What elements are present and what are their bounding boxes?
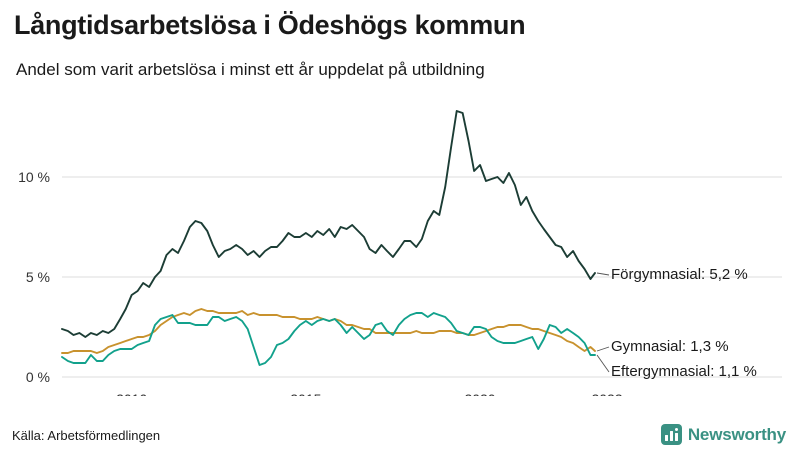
y-axis-tick-label: 0 %: [26, 369, 50, 385]
gridlines-group: [62, 176, 782, 378]
label-leader-line: [596, 346, 610, 352]
newsworthy-logo: Newsworthy: [660, 424, 786, 445]
series-end-label-eftergymnasial: Eftergymnasial: 1,1 %: [611, 363, 757, 380]
y-axis-ticks: 0 % 5 % 10 %: [18, 169, 50, 385]
source-note: Källa: Arbetsförmedlingen: [12, 428, 161, 443]
x-axis-tick-label: 2010: [116, 391, 147, 396]
label-leader-line: [596, 272, 610, 276]
x-axis-tick-label: apr 2023: [567, 391, 622, 396]
bar-chart-icon: [660, 424, 682, 445]
y-axis-tick-label: 10 %: [18, 169, 50, 185]
series-labels-group: Förgymnasial: 5,2 % Gymnasial: 1,3 % Efter…: [596, 266, 757, 380]
page-title: Långtidsarbetslösa i Ödeshögs kommun: [14, 10, 526, 40]
series-line-eftergymnasial: [61, 312, 596, 366]
line-chart-svg: 0 % 5 % 10 % 2010 2015 2020 apr 2023 Förgymna…: [18, 110, 782, 396]
x-axis-tick-label: 2015: [290, 391, 321, 396]
series-line-gymnasial: [61, 308, 596, 354]
chart-plot-area: 0 % 5 % 10 % 2010 2015 2020 apr 2023 Förgymna…: [0, 96, 800, 396]
label-leader-line: [596, 354, 610, 373]
series-end-label-förgymnasial: Förgymnasial: 5,2 %: [611, 266, 748, 283]
y-axis-tick-label: 5 %: [26, 269, 50, 285]
series-line-förgymnasial: [61, 110, 596, 338]
x-axis-ticks: 2010 2015 2020 apr 2023: [116, 391, 623, 396]
x-axis-tick-label: 2020: [464, 391, 495, 396]
logo-label: Newsworthy: [687, 424, 786, 444]
page-subtitle: Andel som varit arbetslösa i minst ett å…: [16, 60, 485, 79]
series-lines-group: [61, 110, 596, 366]
series-end-label-gymnasial: Gymnasial: 1,3 %: [611, 338, 729, 355]
